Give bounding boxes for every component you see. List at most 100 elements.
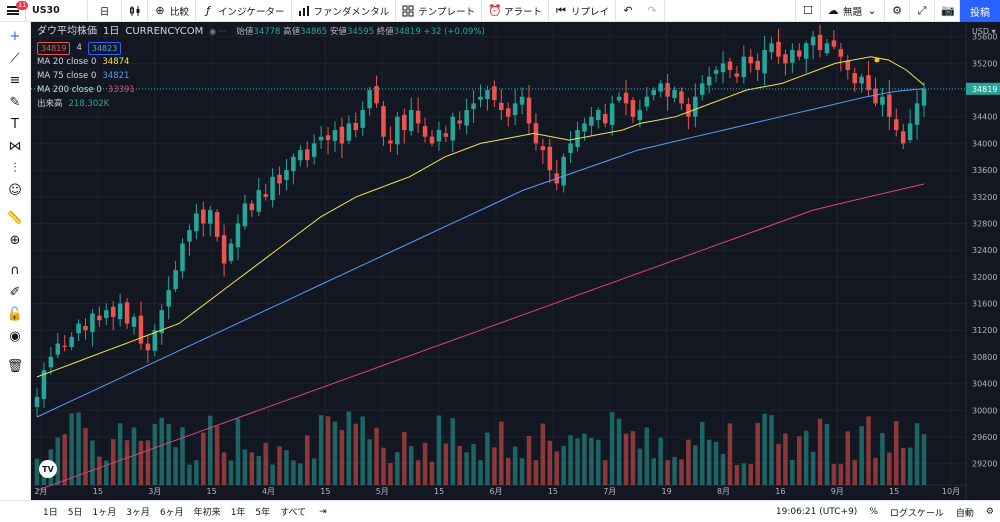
price-chart[interactable]: 3560035200348003440034000336003320032800… <box>31 22 1000 500</box>
range-button-2[interactable]: 1ヶ月 <box>92 508 117 518</box>
last-price-label: 34819 <box>972 85 997 94</box>
layout-name-button[interactable]: ☁ 無題 ⌄ <box>821 0 885 22</box>
range-button-1[interactable]: 5日 <box>67 508 83 518</box>
volume-bar <box>166 423 171 485</box>
candle-body <box>921 88 927 106</box>
magnet-icon[interactable]: ∩ <box>10 262 20 278</box>
candle-body <box>561 156 566 186</box>
volume-bar <box>492 447 497 485</box>
brush-icon[interactable]: ✎ <box>9 94 21 110</box>
snapshot-button[interactable]: 📷 <box>935 0 960 22</box>
candle-body <box>672 90 677 98</box>
fundamentals-button[interactable]: ファンダメンタル <box>292 0 397 22</box>
low-value: 34595 <box>346 27 374 37</box>
bar-chart-icon <box>298 5 310 17</box>
undo-button[interactable]: ↶ <box>616 0 640 22</box>
replay-button[interactable]: ⏮ リプレイ <box>549 0 616 22</box>
volume-row[interactable]: 出来高 218.302K <box>37 97 485 111</box>
percent-toggle[interactable]: % <box>869 507 878 517</box>
interval-button[interactable]: 日 <box>88 0 122 22</box>
volume-bar <box>402 432 407 485</box>
emoji-icon[interactable]: ☺ <box>8 182 22 198</box>
bid-pill[interactable]: 34819 <box>37 41 71 55</box>
clock-time[interactable]: 19:06:21 (UTC+9) <box>775 507 858 517</box>
alert-label: アラート <box>503 6 542 18</box>
candle-body <box>831 40 837 47</box>
range-button-5[interactable]: 年初来 <box>193 508 221 518</box>
volume-bar <box>145 440 151 485</box>
candle-body <box>381 106 386 137</box>
candle-body <box>443 133 449 137</box>
candle-body <box>332 130 338 141</box>
parallel-lines-icon[interactable]: ≡ <box>9 72 21 88</box>
ruler-icon[interactable]: 📏 <box>6 210 24 226</box>
zoom-in-icon[interactable]: ⊕ <box>9 232 21 248</box>
candle-body <box>55 343 61 355</box>
range-button-6[interactable]: 1年 <box>230 508 246 518</box>
gear-icon[interactable]: ⚙ <box>985 507 994 517</box>
publish-button[interactable]: 投稿 <box>960 0 1000 22</box>
ma20-line <box>36 56 925 378</box>
candle-body <box>810 36 816 46</box>
range-button-8[interactable]: すべて <box>280 508 307 518</box>
candle-body <box>727 61 733 71</box>
settings-button[interactable]: ⚙ <box>885 0 910 22</box>
candle-body <box>263 194 268 197</box>
trash-icon[interactable]: 🗑 <box>6 358 24 374</box>
alert-button[interactable]: ⏰ アラート <box>482 0 549 22</box>
range-button-7[interactable]: 5年 <box>255 508 271 518</box>
volume-bar <box>803 430 809 485</box>
lock-icon[interactable]: 🔓 <box>6 306 24 322</box>
ask-pill[interactable]: 34823 <box>87 41 122 55</box>
menu-button[interactable]: 11 <box>0 0 29 22</box>
volume-bar <box>921 434 927 485</box>
instrument-title[interactable]: ダウ平均株価 <box>37 26 97 37</box>
volume-bar <box>852 459 857 485</box>
volume-bar <box>533 460 539 485</box>
candle-body <box>762 50 767 74</box>
close-label: 終値 <box>376 27 394 37</box>
text-icon[interactable]: T <box>11 116 19 132</box>
ma200-row[interactable]: MA 200 close 0 33391 <box>37 83 485 97</box>
ma75-row[interactable]: MA 75 close 0 34821 <box>37 69 485 83</box>
templates-button[interactable]: テンプレート <box>396 0 482 22</box>
crosshair-icon[interactable]: + <box>9 28 21 44</box>
pattern-icon[interactable]: ⋈ <box>8 138 22 154</box>
candle-body <box>602 114 608 124</box>
volume-bar <box>450 418 456 485</box>
chart-pane[interactable]: 3560035200348003440034000336003320032800… <box>31 22 1000 500</box>
eye-icon[interactable]: ◉ <box>9 328 21 344</box>
symbol-search[interactable]: US30 <box>26 0 88 22</box>
candle-body <box>686 104 691 117</box>
trend-line-icon[interactable]: ⟋ <box>10 50 20 66</box>
layout-select-button[interactable]: ☐ <box>794 0 821 22</box>
volume-bar <box>62 434 67 485</box>
redo-button[interactable]: ↷ <box>640 0 665 22</box>
candle-body <box>298 150 303 161</box>
compare-button[interactable]: ⊕ 比較 <box>148 0 197 22</box>
time-tick-label: 9月 <box>831 487 844 496</box>
time-tick-label: 15 <box>320 487 330 496</box>
range-button-3[interactable]: 3ヶ月 <box>126 508 150 518</box>
volume-bar <box>866 416 871 485</box>
ma20-row[interactable]: MA 20 close 0 34874 <box>37 55 485 69</box>
chart-type-button[interactable] <box>122 0 148 22</box>
range-button-0[interactable]: 1日 <box>43 508 58 518</box>
candle-body <box>152 330 158 351</box>
candle-body <box>512 103 518 116</box>
volume-bar <box>741 463 747 485</box>
candle-body <box>76 323 81 334</box>
lock-pencil-icon[interactable]: ✐ <box>9 284 21 300</box>
range-button-4[interactable]: 6ヶ月 <box>159 508 184 518</box>
top-toolbar: 11 US30 日 ⊕ 比較 ƒ インジケーター ファンダメンタル テンプ <box>0 0 1000 22</box>
price-tick-label: 30800 <box>972 353 997 362</box>
auto-scale-toggle[interactable]: 自動 <box>955 508 974 519</box>
tv-logo <box>39 460 57 478</box>
legend-toggle-icon[interactable]: ◉ ··· <box>209 27 227 36</box>
volume-bar <box>637 448 643 485</box>
forecast-icon[interactable]: ⫶ <box>13 160 17 176</box>
date-range-icon[interactable]: ⇥ <box>319 506 327 517</box>
fullscreen-button[interactable]: ⤢ <box>910 0 935 22</box>
indicators-button[interactable]: ƒ インジケーター <box>196 0 292 22</box>
log-scale-toggle[interactable]: ログスケール <box>889 508 944 519</box>
